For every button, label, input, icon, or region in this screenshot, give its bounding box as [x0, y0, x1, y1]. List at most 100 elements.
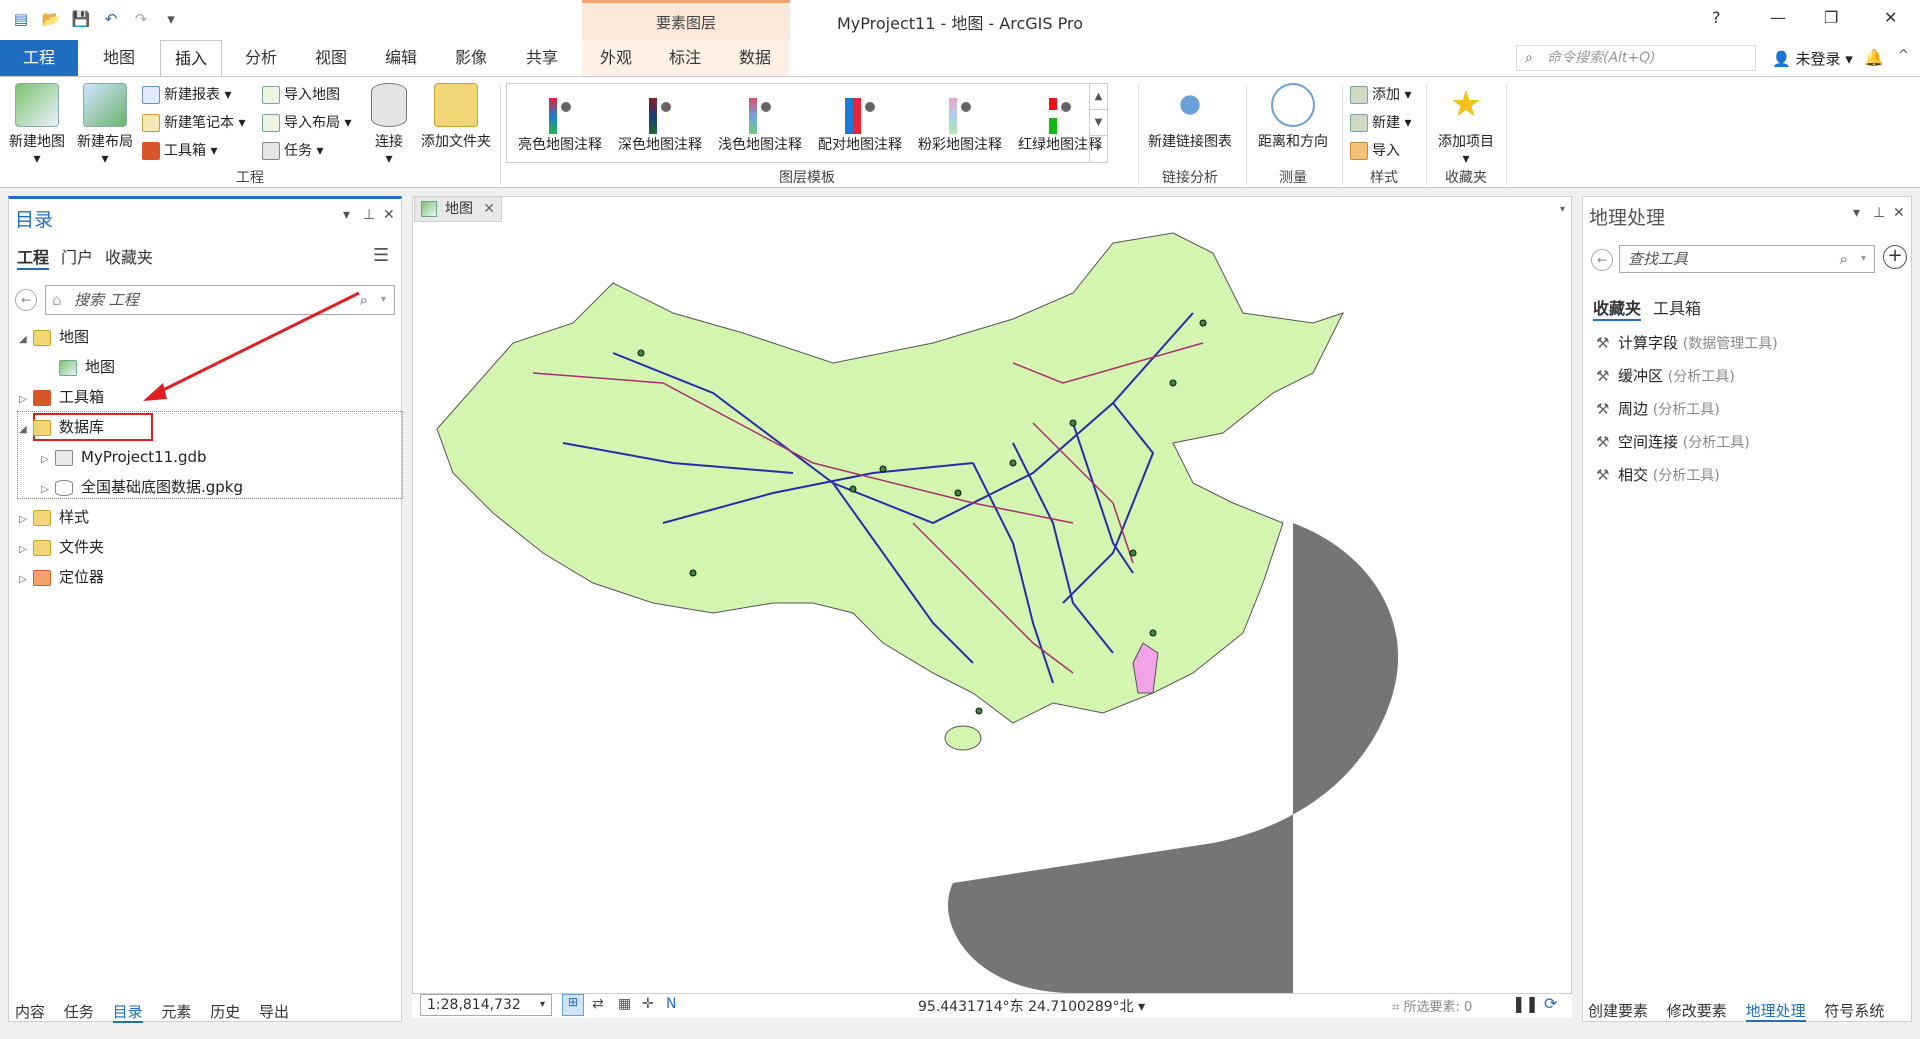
north-arrow-icon[interactable]: N [666, 996, 677, 1012]
tab-elements[interactable]: 元素 [161, 1003, 192, 1021]
tree-item-styles[interactable]: ▷ 样式 [19, 504, 89, 530]
tab-insert[interactable]: 插入 [160, 40, 222, 76]
tab-catalog-project[interactable]: 工程 [17, 244, 50, 270]
collapsed-arrow-icon[interactable]: ▷ [41, 454, 49, 465]
tab-catalog-portal[interactable]: 门户 [61, 248, 94, 267]
tab-gp-favorites[interactable]: 收藏夹 [1593, 295, 1642, 321]
restore-button[interactable]: ❐ [1824, 8, 1839, 27]
add-folder-button[interactable]: 添加文件夹 [414, 83, 498, 151]
tab-imagery[interactable]: 影像 [454, 48, 487, 67]
collapsed-arrow-icon[interactable]: ▷ [19, 574, 27, 585]
collapse-ribbon-icon[interactable]: ^ [1898, 48, 1909, 63]
tab-history[interactable]: 历史 [210, 1003, 241, 1021]
help-button[interactable]: ? [1712, 8, 1721, 27]
grid-icon[interactable]: ▦ [618, 996, 632, 1012]
tab-contents[interactable]: 内容 [15, 1003, 46, 1021]
tab-project[interactable]: 工程 [0, 40, 78, 76]
fixed-zoom-icon[interactable]: ⊞ [562, 994, 584, 1016]
template-dark[interactable]: 深色地图注释 [611, 88, 709, 154]
minimize-button[interactable]: — [1770, 8, 1786, 27]
expanded-arrow-icon[interactable]: ◢ [19, 334, 27, 345]
collapsed-arrow-icon[interactable]: ▷ [19, 394, 27, 405]
distance-direction-button[interactable]: 距离和方向 [1252, 83, 1334, 151]
tab-data[interactable]: 数据 [720, 40, 790, 76]
collapsed-arrow-icon[interactable]: ▷ [19, 514, 27, 525]
add-icon[interactable]: + [1883, 245, 1907, 269]
pane-menu-icon[interactable]: ▾ [343, 207, 351, 223]
snapping-icon[interactable]: ✛ [642, 996, 654, 1012]
back-icon[interactable]: ← [1591, 249, 1613, 271]
tree-item-map[interactable]: 地图 [59, 354, 115, 380]
tree-item-maps[interactable]: ◢ 地图 [19, 324, 89, 350]
tab-analysis[interactable]: 分析 [244, 48, 277, 67]
pause-drawing-icon[interactable]: ❚❚ [1512, 994, 1539, 1013]
tree-item-databases[interactable]: ◢ 数据库 [19, 414, 104, 440]
tab-catalog[interactable]: 目录 [112, 1003, 143, 1023]
new-layout-button[interactable]: 新建布局 ▾ [72, 83, 138, 167]
tab-modify-features[interactable]: 修改要素 [1666, 1002, 1727, 1020]
close-tab-icon[interactable]: ✕ [483, 201, 495, 217]
close-button[interactable]: ✕ [1884, 8, 1898, 27]
template-bright[interactable]: 亮色地图注释 [511, 88, 609, 154]
tab-map-view[interactable]: 地图 ✕ [414, 196, 502, 222]
tree-item-gpkg[interactable]: ▷ 全国基础底图数据.gpkg [41, 474, 243, 500]
new-report-button[interactable]: 新建报表 ▾ [142, 83, 231, 107]
map-canvas[interactable] [413, 223, 1571, 993]
style-import-button[interactable]: 导入 [1350, 139, 1400, 163]
pin-icon[interactable]: ⊥ [1873, 205, 1886, 221]
style-new-button[interactable]: 新建 ▾ [1350, 111, 1411, 135]
tab-appearance[interactable]: 外观 [582, 40, 650, 76]
gp-tool-buffer[interactable]: ⚒ 缓冲区 (分析工具) [1596, 363, 1735, 389]
gallery-scrollbar[interactable]: ▲ ▼ ▾ [1089, 84, 1107, 162]
import-map-button[interactable]: 导入地图 [262, 83, 340, 107]
tab-catalog-favorites[interactable]: 收藏夹 [105, 248, 154, 267]
template-paired[interactable]: 配对地图注释 [811, 88, 909, 154]
new-notebook-button[interactable]: 新建笔记本 ▾ [142, 111, 245, 135]
expanded-arrow-icon[interactable]: ◢ [19, 424, 27, 435]
pane-close-icon[interactable]: ✕ [1893, 205, 1905, 221]
pane-close-icon[interactable]: ✕ [383, 207, 395, 223]
tab-geoprocessing[interactable]: 地理处理 [1745, 1002, 1806, 1022]
tab-edit[interactable]: 编辑 [384, 48, 417, 67]
import-layout-button[interactable]: 导入布局 ▾ [262, 111, 351, 135]
gp-tool-intersect[interactable]: ⚒ 相交 (分析工具) [1596, 462, 1720, 488]
redo-icon[interactable]: ↷ [134, 10, 148, 28]
tab-view[interactable]: 视图 [314, 48, 347, 67]
gp-tool-near[interactable]: ⚒ 周边 (分析工具) [1596, 396, 1720, 422]
scale-selector[interactable]: 1:28,814,732 ▾ [420, 994, 552, 1016]
tab-create-features[interactable]: 创建要素 [1588, 1002, 1649, 1020]
gp-tool-calculate-field[interactable]: ⚒ 计算字段 (数据管理工具) [1596, 330, 1778, 356]
pin-icon[interactable]: ⊥ [363, 207, 376, 223]
toolbox-button[interactable]: 工具箱 ▾ [142, 139, 217, 163]
back-icon[interactable]: ← [15, 289, 37, 311]
catalog-search-input[interactable]: ⌂ 搜索 工程 ⌕ ▾ [45, 285, 395, 315]
collapsed-arrow-icon[interactable]: ▷ [19, 544, 27, 555]
search-options-icon[interactable]: ▾ [1860, 253, 1866, 264]
new-project-icon[interactable]: ▤ [13, 10, 29, 28]
new-link-chart-button[interactable]: 新建链接图表 [1142, 83, 1238, 151]
tab-labeling[interactable]: 标注 [650, 40, 720, 76]
map-view[interactable] [412, 196, 1572, 994]
open-project-icon[interactable]: 📂 [41, 10, 61, 28]
undo-icon[interactable]: ↶ [104, 10, 118, 28]
tab-tasks[interactable]: 任务 [63, 1003, 94, 1021]
tab-gp-toolboxes[interactable]: 工具箱 [1653, 299, 1702, 318]
tab-map[interactable]: 地图 [102, 48, 135, 67]
collapsed-arrow-icon[interactable]: ▷ [41, 484, 49, 495]
tree-item-toolboxes[interactable]: ▷ 工具箱 [19, 384, 104, 410]
task-button[interactable]: 任务 ▾ [262, 139, 323, 163]
map-view-menu-icon[interactable]: ▾ [1560, 204, 1566, 215]
tab-symbology[interactable]: 符号系统 [1824, 1002, 1885, 1020]
save-icon[interactable]: 💾 [71, 10, 91, 28]
hamburger-menu-icon[interactable]: ☰ [373, 245, 390, 266]
template-redgreen[interactable]: 红绿地图注释 [1011, 88, 1109, 154]
template-pastel[interactable]: 粉彩地图注释 [911, 88, 1009, 154]
connect-button[interactable]: 连接 ▾ [366, 83, 412, 167]
user-signin[interactable]: 👤 未登录 ▾ [1772, 50, 1853, 68]
style-add-button[interactable]: 添加 ▾ [1350, 83, 1411, 107]
tree-item-folders[interactable]: ▷ 文件夹 [19, 534, 104, 560]
tree-item-gdb[interactable]: ▷ MyProject11.gdb [41, 444, 207, 470]
gp-tool-spatial-join[interactable]: ⚒ 空间连接 (分析工具) [1596, 429, 1750, 455]
tool-search-input[interactable]: 查找工具 ⌕ ▾ [1619, 245, 1875, 273]
customize-qat-icon[interactable]: ▾ [167, 10, 175, 28]
